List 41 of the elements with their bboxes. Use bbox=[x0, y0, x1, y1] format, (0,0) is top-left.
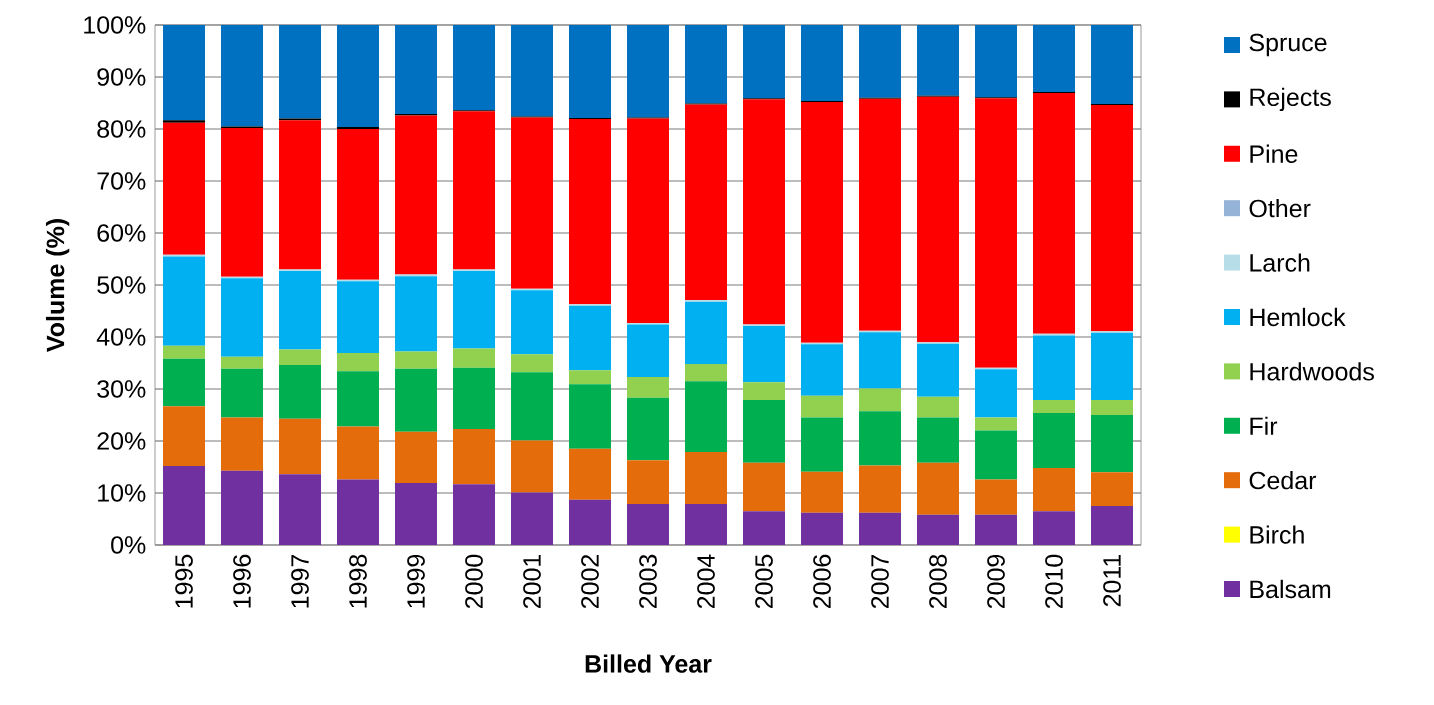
legend-label: Birch bbox=[1250, 525, 1304, 544]
y-tick-label: 40% bbox=[96, 328, 146, 346]
y-tick-label: 0% bbox=[111, 536, 146, 554]
x-tick-label: 2011 bbox=[1103, 554, 1121, 607]
legend-label: Pine bbox=[1250, 144, 1298, 163]
legend-label: Hardwoods bbox=[1250, 362, 1374, 381]
y-axis-title: Volume (%) bbox=[45, 219, 70, 352]
x-tick-label: 1996 bbox=[233, 554, 251, 608]
x-tick-label: 2007 bbox=[871, 555, 889, 609]
x-tick-label: 1997 bbox=[291, 555, 309, 608]
x-tick-label: 2009 bbox=[987, 554, 1005, 609]
legend-label: Fir bbox=[1250, 416, 1278, 435]
x-tick-label: 2000 bbox=[465, 554, 483, 609]
x-axis-title: Billed Year bbox=[585, 654, 712, 673]
legend-label: Larch bbox=[1250, 253, 1310, 272]
x-tick-label: 2006 bbox=[813, 554, 831, 609]
x-tick-label: 2001 bbox=[523, 554, 541, 609]
y-tick-label: 20% bbox=[97, 432, 146, 450]
x-tick-label: 2003 bbox=[639, 554, 657, 609]
y-tick-label: 10% bbox=[98, 484, 146, 502]
x-tick-label: 1998 bbox=[349, 554, 367, 608]
x-tick-label: 2010 bbox=[1045, 554, 1063, 609]
x-tick-label: 1999 bbox=[407, 554, 425, 608]
y-tick-label: 30% bbox=[97, 380, 146, 398]
x-tick-label: 1995 bbox=[175, 554, 193, 608]
y-tick-label: 70% bbox=[97, 172, 146, 190]
y-tick-label: 80% bbox=[97, 120, 146, 138]
x-tick-label: 2002 bbox=[581, 555, 599, 609]
y-tick-label: 60% bbox=[97, 224, 146, 242]
x-tick-label: 2004 bbox=[697, 554, 715, 609]
legend-label: Hemlock bbox=[1250, 307, 1346, 327]
legend-label: Balsam bbox=[1250, 579, 1331, 599]
legend-label: Other bbox=[1249, 198, 1311, 218]
legend-label: Cedar bbox=[1249, 470, 1317, 490]
legend-label: Spruce bbox=[1249, 33, 1327, 57]
y-tick-label: 100% bbox=[84, 16, 146, 34]
y-tick-label: 90% bbox=[97, 68, 146, 86]
y-tick-label: 50% bbox=[97, 276, 146, 294]
x-tick-label: 2005 bbox=[755, 554, 773, 609]
x-tick-label: 2008 bbox=[929, 554, 947, 609]
legend-label: Rejects bbox=[1250, 87, 1331, 112]
